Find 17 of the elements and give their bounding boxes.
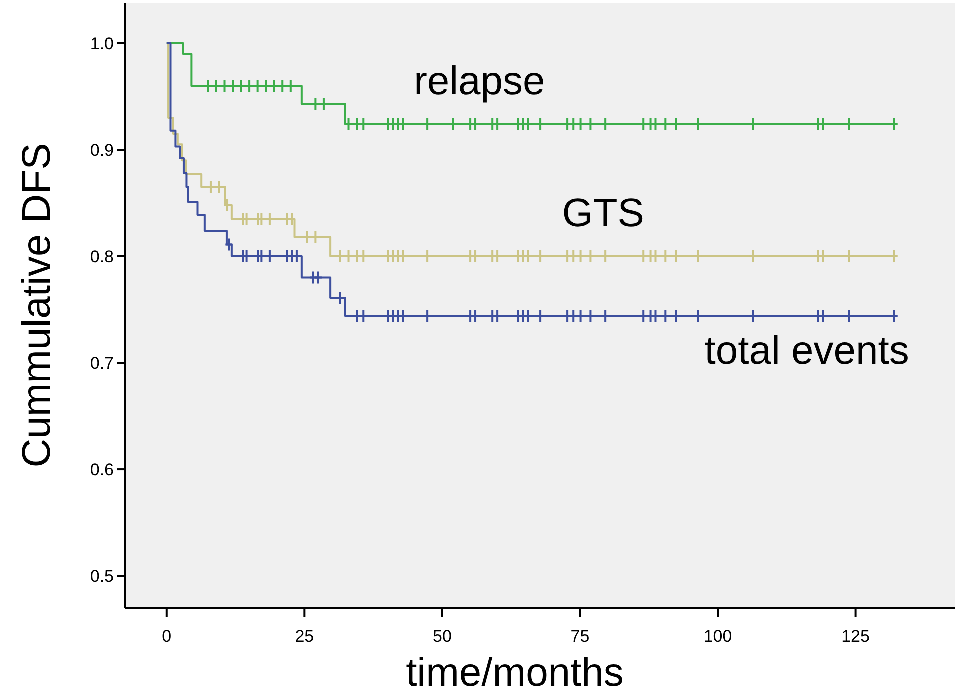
series-label: GTS [562, 192, 644, 236]
y-tick-label: 0.6 [90, 460, 114, 480]
series-label: total events [704, 329, 910, 374]
series-label: relapse [414, 59, 546, 104]
y-axis-title: Cummulative DFS [15, 143, 59, 468]
x-tick-label: 50 [432, 627, 452, 646]
x-tick-label: 100 [704, 627, 732, 646]
y-tick-label: 0.9 [90, 140, 114, 160]
y-tick-label: 0.8 [90, 247, 114, 266]
x-axis-title: time/months [406, 651, 624, 695]
x-tick-label: 0 [162, 627, 172, 646]
y-tick-label: 0.7 [90, 354, 114, 373]
x-tick-label: 25 [295, 627, 314, 646]
y-tick-label: 1.0 [90, 34, 114, 54]
y-tick-label: 0.5 [90, 566, 114, 586]
x-tick-label: 75 [570, 627, 590, 646]
x-tick-label: 125 [842, 627, 870, 646]
